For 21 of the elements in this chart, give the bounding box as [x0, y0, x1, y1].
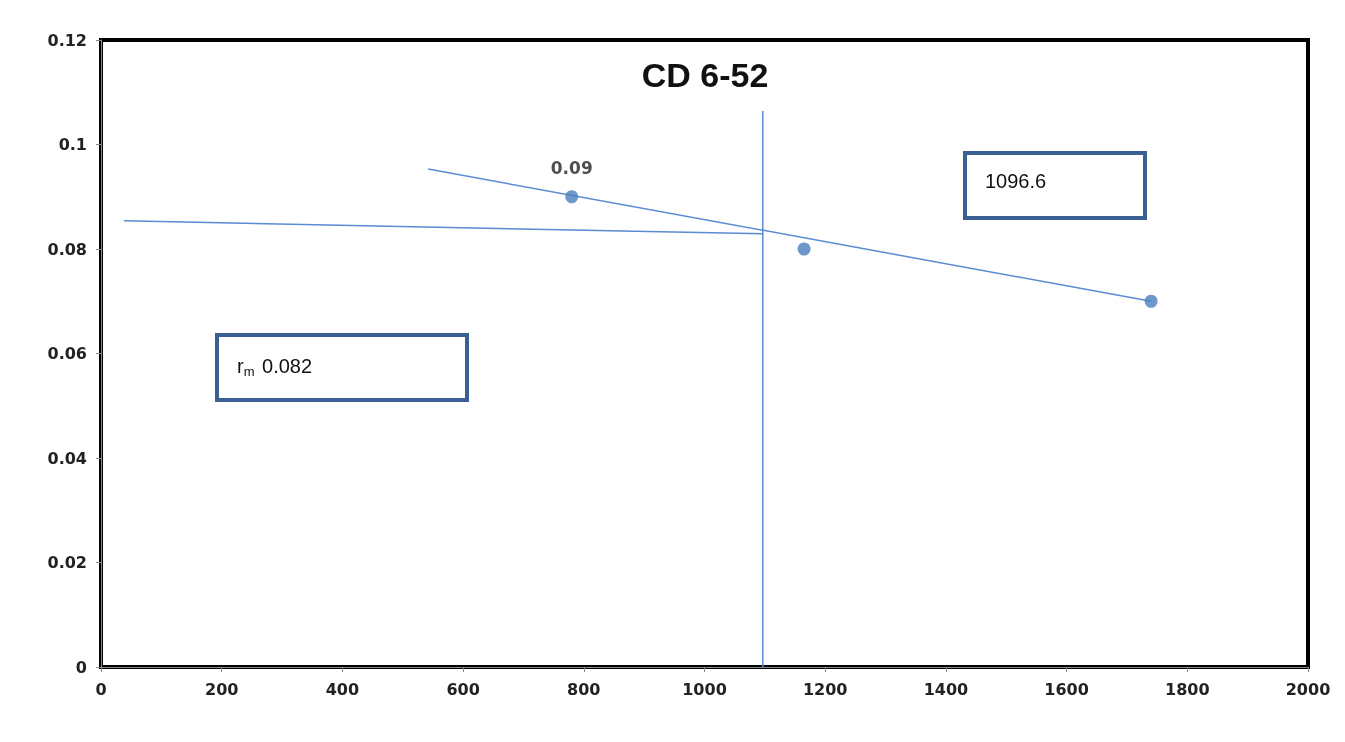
x-tick-label: 1600 [1044, 679, 1089, 699]
x-tick-label: 1200 [802, 679, 848, 699]
y-tick-label: 0.1 [58, 135, 87, 154]
y-tick-label: 0 [75, 657, 87, 677]
y-tick-label: 0.06 [47, 344, 87, 363]
text: CD 6-52 [641, 56, 769, 94]
data-label: 0.09 [550, 157, 593, 178]
x-tick-label: 600 [446, 679, 480, 699]
y-tick-label: 0.12 [47, 30, 87, 50]
annotation: 1096.6 [985, 170, 1047, 192]
x-tick-label: 1000 [682, 679, 727, 699]
y-tick-label: 0.08 [47, 239, 87, 259]
x-tick-label: 200 [205, 679, 239, 699]
x-tick-label: 1800 [1165, 679, 1210, 699]
x-tick-label: 400 [325, 679, 360, 699]
x-tick-label: 2000 [1285, 679, 1331, 699]
x-tick-label: 1400 [923, 679, 969, 699]
x-tick-label: 800 [567, 679, 601, 699]
x-tick-label: 0 [95, 679, 107, 699]
y-tick-label: 0.04 [47, 448, 87, 468]
y-tick-label: 0.02 [47, 553, 87, 572]
